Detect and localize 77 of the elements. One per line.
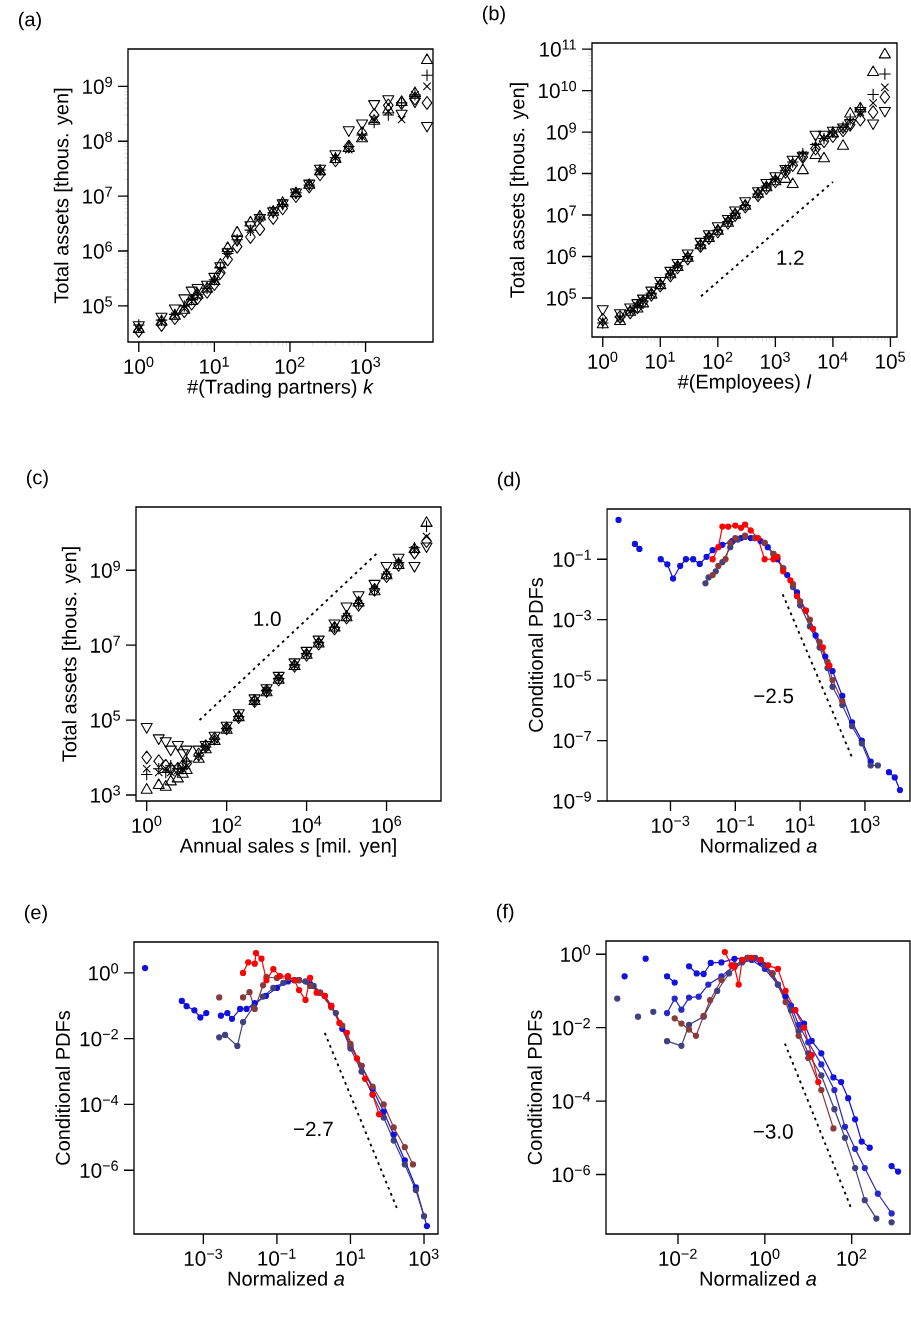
x-tick-label: 10$^{3}$	[850, 815, 880, 833]
y-tick-label: 10$^{8}$	[83, 131, 112, 149]
y-tick-label: 10$^{0}$	[561, 944, 591, 962]
x-tick-label: 10$^{−3}$	[184, 1248, 223, 1266]
chart-title: (c)	[26, 469, 48, 489]
x-axis-title: Normalized a	[701, 838, 817, 853]
y-tick-label: 10$^{5}$	[547, 288, 577, 306]
annotation: 1.0	[254, 611, 281, 627]
y-tick-label: 10$^{0}$	[89, 963, 119, 981]
x-axis-title: Normalized a	[228, 1271, 345, 1286]
y-tick-label: 10$^{−2}$	[552, 1018, 590, 1036]
annotation: 1.2	[777, 250, 804, 265]
x-tick-label: 10$^{−1}$	[258, 1248, 296, 1266]
y-tick-label: 10$^{−9}$	[553, 791, 591, 809]
x-tick-label: 10$^{5}$	[876, 351, 906, 369]
y-axis-title: Conditional PDFs	[527, 1010, 542, 1165]
annotation: −2.5	[754, 688, 794, 704]
y-axis-title: Conditional PDFs	[528, 577, 543, 732]
y-tick-label: 10$^{−6}$	[80, 1160, 118, 1178]
y-tick-label: 10$^{−7}$	[553, 731, 591, 749]
x-tick-label: 10$^{0}$	[124, 356, 154, 374]
x-tick-label: 10$^{6}$	[372, 815, 402, 833]
y-tick-label: 10$^{9}$	[91, 560, 120, 578]
annotation: −3.0	[753, 1124, 793, 1139]
x-tick-label: 10$^{4}$	[818, 351, 848, 369]
chart-title: (e)	[24, 904, 47, 924]
y-tick-label: 10$^{3}$	[91, 785, 120, 803]
y-axis-title: Total assets [thous. yen]	[509, 83, 529, 298]
y-tick-label: 10$^{−6}$	[552, 1164, 590, 1183]
y-axis-title: Total assets [thous. yen]	[61, 547, 81, 762]
y-tick-label: 10$^{−4}$	[552, 1091, 591, 1109]
x-axis-title: Annual sales s [mil. yen]	[179, 838, 396, 857]
x-tick-label: 10$^{3}$	[351, 356, 381, 374]
y-tick-label: 10$^{9}$	[547, 122, 576, 140]
x-tick-label: 10$^{−3}$	[651, 815, 690, 833]
chart-title: (f)	[496, 903, 514, 923]
y-tick-label: 10$^{7}$	[91, 635, 120, 653]
y-tick-label: 10$^{−5}$	[553, 670, 592, 688]
x-tick-label: 10$^{1}$	[785, 815, 815, 833]
x-axis-title: #(Trading partners) k	[187, 379, 374, 398]
y-tick-label: 10$^{6}$	[83, 241, 112, 259]
x-tick-label: 10$^{0}$	[750, 1248, 780, 1266]
y-tick-label: 10$^{11}$	[540, 39, 576, 57]
chart-title: (b)	[482, 5, 505, 25]
chart-title: (d)	[497, 471, 520, 491]
chart-title: (a)	[18, 11, 41, 31]
x-tick-label: 10$^{3}$	[761, 351, 790, 369]
y-tick-label: 10$^{7}$	[83, 186, 112, 204]
x-tick-label: 10$^{1}$	[646, 351, 675, 369]
x-tick-label: 10$^{−2}$	[659, 1248, 697, 1266]
x-tick-label: 10$^{3}$	[409, 1248, 439, 1266]
x-tick-label: 10$^{2}$	[212, 815, 242, 833]
x-tick-label: 10$^{2}$	[275, 356, 305, 374]
x-tick-label: 10$^{4}$	[292, 815, 322, 833]
y-tick-label: 10$^{−3}$	[553, 610, 591, 628]
y-tick-label: 10$^{−2}$	[80, 1029, 118, 1047]
y-tick-label: 10$^{−1}$	[553, 549, 591, 567]
x-tick-label: 10$^{2}$	[837, 1248, 867, 1266]
y-tick-label: 10$^{6}$	[547, 246, 576, 265]
y-tick-label: 10$^{5}$	[91, 710, 121, 728]
x-tick-label: 10$^{2}$	[703, 351, 733, 369]
y-tick-label: 10$^{9}$	[83, 76, 112, 95]
x-tick-label: 10$^{1}$	[336, 1248, 365, 1266]
x-axis-title: #(Employees) l	[677, 374, 812, 393]
y-tick-label: 10$^{7}$	[547, 205, 576, 223]
x-tick-label: 10$^{0}$	[132, 815, 162, 833]
y-axis-title: Conditional PDFs	[55, 1010, 70, 1165]
y-axis-title: Total assets [thous. yen]	[53, 88, 73, 304]
x-tick-label: 10$^{−1}$	[716, 815, 755, 833]
y-tick-label: 10$^{−4}$	[80, 1094, 119, 1113]
y-tick-label: 10$^{8}$	[547, 163, 577, 182]
y-tick-label: 10$^{10}$	[539, 80, 577, 99]
x-axis-title: Normalized a	[700, 1271, 817, 1286]
x-tick-label: 10$^{0}$	[588, 351, 618, 369]
y-tick-label: 10$^{5}$	[83, 296, 113, 314]
annotation: −2.7	[293, 1121, 333, 1137]
x-tick-label: 10$^{1}$	[200, 356, 229, 374]
